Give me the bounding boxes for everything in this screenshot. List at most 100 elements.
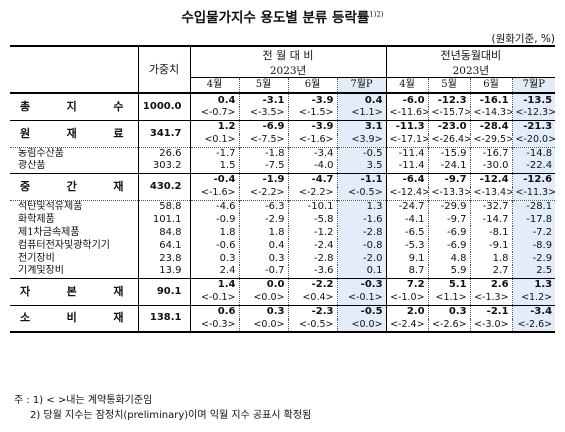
mom-value: -2.4 <box>287 239 337 252</box>
yoy-value: 1.8 <box>469 252 513 265</box>
mom-value: -4.0 <box>287 160 337 173</box>
yoy-value: 5.9 <box>427 265 471 278</box>
yoy-value: -17.8 <box>511 213 556 226</box>
mom-value: -0.5 <box>336 304 387 319</box>
yoy-value: -24.1 <box>427 160 471 173</box>
mom-value: -10.1 <box>287 199 337 213</box>
page-title: 수입물가지수 용도별 분류 등락률1)2) <box>181 10 384 26</box>
table-row: 제1차금속제품 84.8 1.8 1.8 -1.2 -2.8 -6.5 -6.9 -8.1 -7.… <box>10 226 556 239</box>
mom-value: -1.9 <box>238 172 288 187</box>
table-row: 전기장비 23.8 0.3 0.3 -2.8 -2.0 9.1 4.8 1.8 -2.9 <box>10 252 556 265</box>
row-label: 자 본 재 <box>10 277 138 305</box>
yoy-value: -9.7 <box>427 213 471 226</box>
mom-value: -1.6 <box>336 213 387 226</box>
row-weight: 341.7 <box>137 119 190 147</box>
mom-value: 3.5 <box>336 160 387 173</box>
mom-value: -6.3 <box>238 199 288 213</box>
mom-value: 0.3 <box>238 252 288 265</box>
mom-value: -0.9 <box>189 213 239 226</box>
contract-currency-value: <-7.5> <box>238 134 288 147</box>
yoy-value: -30.0 <box>469 160 513 173</box>
table-row: 자 본 재 90.1 1.4 0.0 -2.2 -0.3 7.2 5.1 2.6 1.3 <box>10 277 556 305</box>
contract-currency-value: <-0.5> <box>287 319 337 333</box>
mom-value: 1.2 <box>189 119 239 134</box>
contract-currency-value: <0.1> <box>189 134 239 147</box>
yoy-value: -12.3 <box>427 93 471 107</box>
mom-value: -3.1 <box>238 93 288 107</box>
yoy-value: 1.3 <box>511 277 556 292</box>
mom-value: 0.6 <box>189 304 239 319</box>
row-weight: 90.1 <box>137 277 190 305</box>
footnote-2: 2) 당월 지수는 잠정치(preliminary)이며 익월 지수 공표시 확… <box>30 410 312 421</box>
yoy-value: -6.4 <box>385 172 429 187</box>
mom-year: 2023년 <box>189 64 387 78</box>
contract-currency-value: <-0.1> <box>336 292 387 305</box>
mom-value: -0.3 <box>336 277 387 292</box>
yoy-value: -7.2 <box>511 226 556 239</box>
yoy-value: -6.9 <box>427 226 471 239</box>
yoy-value: -6.5 <box>385 226 429 239</box>
yoy-value: -16.7 <box>469 146 513 160</box>
contract-currency-row: <-1.6> <-2.2> <-2.2> <-0.5> <-12.4> <-13.3> <-… <box>10 187 556 200</box>
yoy-value: -4.1 <box>385 213 429 226</box>
mom-value: -0.5 <box>336 146 387 160</box>
contract-currency-value: <-2.4> <box>385 319 429 333</box>
weight-header: 가중치 <box>137 45 190 94</box>
row-label: 농림수산품 <box>10 146 138 160</box>
row-weight: 1000.0 <box>137 93 190 120</box>
mom-value: -0.6 <box>189 239 239 252</box>
mom-value: 1.8 <box>238 226 288 239</box>
row-label: 화학제품 <box>18 213 55 225</box>
contract-currency-value: <-12.4> <box>385 187 429 200</box>
contract-currency-value: <-2.2> <box>287 187 337 200</box>
contract-currency-value: <1.1> <box>336 107 387 120</box>
yoy-value: -6.0 <box>385 93 429 107</box>
mom-value: 1.4 <box>189 277 239 292</box>
yoy-value: 2.7 <box>469 265 513 278</box>
mom-value: 0.4 <box>238 239 288 252</box>
yoy-value: -21.3 <box>511 119 556 134</box>
yoy-value: -5.3 <box>385 239 429 252</box>
contract-currency-value: <-3.5> <box>238 107 288 120</box>
mom-value: -1.2 <box>287 226 337 239</box>
mom-value: -7.5 <box>238 160 288 173</box>
row-label: 중 간 재 <box>10 172 138 200</box>
mom-value: -6.9 <box>238 119 288 134</box>
contract-currency-value: <-29.5> <box>469 134 513 147</box>
mom-value: -0.7 <box>238 265 288 278</box>
row-weight: 84.8 <box>137 226 190 239</box>
table-row: 소 비 재 138.1 0.6 0.3 -2.3 -0.5 2.0 0.3 -2.1 -3.4 <box>10 304 556 333</box>
contract-currency-row: <-0.7> <-3.5> <-1.5> <1.1> <-11.6> <-15.7> <-1… <box>10 107 556 120</box>
contract-currency-value: <-0.1> <box>189 292 239 305</box>
mom-value: -2.8 <box>287 252 337 265</box>
yoy-year: 2023년 <box>385 64 556 78</box>
contract-currency-value: <-17.1> <box>385 134 429 147</box>
mom-value: 2.4 <box>189 265 239 278</box>
table-row: 원 재 료 341.7 1.2 -6.9 -3.9 3.1 -11.3 -23.0 -28.4-… <box>10 119 556 147</box>
mom-value: -3.9 <box>287 93 337 107</box>
yoy-value: -14.7 <box>469 213 513 226</box>
yoy-month-7: 7월P <box>511 77 556 94</box>
import-price-table: 가중치 전 월 대 비 전년동월대비 2023년 2023년 4월 5월 6월 … <box>10 45 556 333</box>
yoy-value: -14.8 <box>511 146 556 160</box>
mom-value: -1.7 <box>189 146 239 160</box>
contract-currency-value: <1.2> <box>511 292 556 305</box>
row-label: 소 비 재 <box>10 304 138 333</box>
mom-value: -0.8 <box>336 239 387 252</box>
yoy-value: -13.5 <box>511 93 556 107</box>
row-label: 전기장비 <box>18 252 55 264</box>
yoy-month-5: 5월 <box>427 77 471 94</box>
yoy-value: -11.4 <box>385 160 429 173</box>
yoy-value: -9.7 <box>427 172 471 187</box>
table-row: 광산품 303.2 1.5 -7.5 -4.0 3.5 -11.4 -24.1 -30.0 -22… <box>10 160 556 173</box>
contract-currency-value: <-0.5> <box>336 187 387 200</box>
mom-value: 0.4 <box>336 93 387 107</box>
contract-currency-value: <-0.3> <box>189 319 239 333</box>
contract-currency-value: <-2.2> <box>238 187 288 200</box>
mom-value: -5.8 <box>287 213 337 226</box>
mom-value: -2.8 <box>336 226 387 239</box>
mom-value: -2.0 <box>336 252 387 265</box>
mom-value: 0.3 <box>238 304 288 319</box>
yoy-value: -12.6 <box>511 172 556 187</box>
contract-currency-value: <-2.6> <box>511 319 556 333</box>
